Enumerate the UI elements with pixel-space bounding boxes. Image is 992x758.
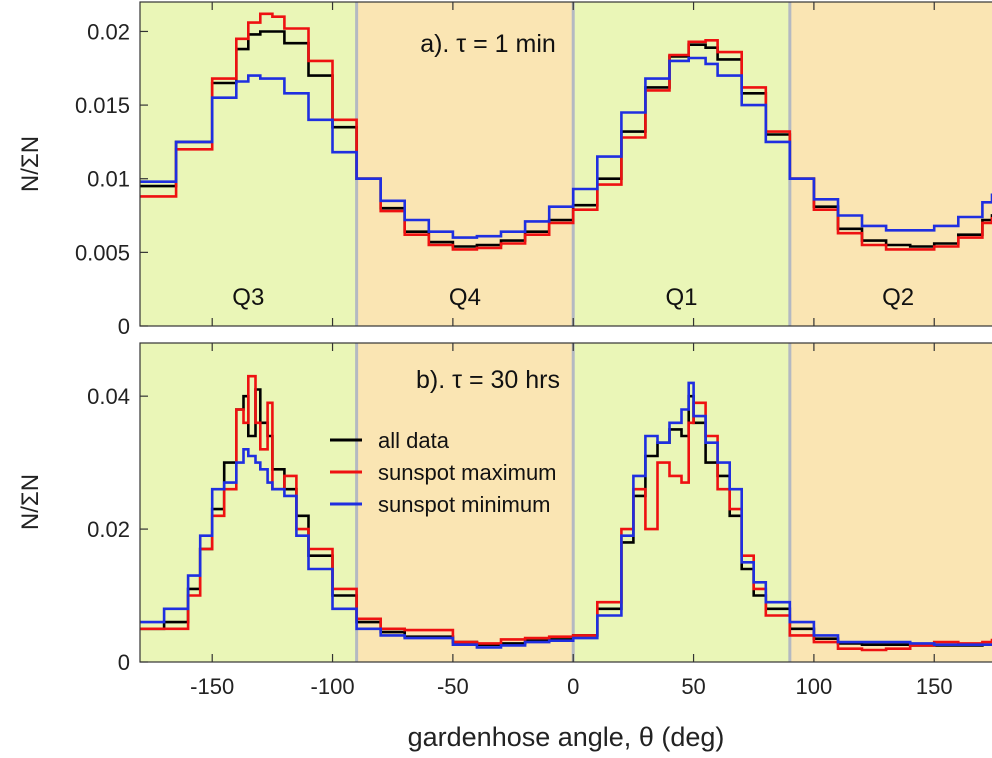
x-tick-label: 100: [796, 674, 833, 699]
series-line-sunspot-minimum: [140, 381, 992, 649]
quadrant-label-q3: Q3: [232, 284, 264, 311]
quadrant-band: [789, 2, 992, 326]
y-tick-label: 0.02: [87, 19, 130, 44]
panel-a-quadrant-labels: Q3 Q4 Q1 Q2: [232, 284, 914, 311]
quadrant-band: [356, 343, 574, 662]
legend-label-sunspot-minimum: sunspot minimum: [378, 492, 550, 517]
quadrant-band: [573, 343, 790, 662]
plot-frame: [139, 1, 992, 327]
panel-a-series: [140, 12, 992, 251]
panel-a-title: a). τ = 1 min: [420, 30, 556, 58]
legend: all data sunspot maximum sunspot minimum: [330, 428, 557, 517]
quadrant-label-q4: Q4: [449, 284, 481, 311]
plot-frame: [139, 342, 992, 663]
y-tick-label: 0.01: [87, 167, 130, 192]
legend-label-sunspot-maximum: sunspot maximum: [378, 460, 557, 485]
quadrant-band: [573, 2, 790, 326]
panel-a-y-axis-label: N/ΣN: [17, 136, 44, 192]
quadrant-band: [789, 343, 992, 662]
panel-a-y-ticks: 0 0.005 0.01 0.015 0.02: [75, 19, 148, 339]
x-tick-label: 0: [567, 674, 579, 699]
panel-b-series: [140, 374, 992, 652]
quadrant-band: [140, 2, 357, 326]
series-line-sunspot-maximum: [140, 374, 992, 652]
legend-label-all-data: all data: [378, 428, 450, 453]
x-axis-label: gardenhose angle, θ (deg): [408, 722, 725, 752]
y-tick-label: 0: [118, 650, 130, 675]
x-tick-label: -150: [190, 674, 234, 699]
quadrant-label-q1: Q1: [666, 284, 698, 311]
panel-b-title: b). τ = 30 hrs: [416, 366, 560, 394]
panel-b-frame: [139, 342, 992, 663]
panel-b-quadrant-bands: [140, 343, 992, 662]
panel-b: b). τ = 30 hrs 0 0.02 0.04 N/ΣN all data s…: [17, 342, 992, 675]
x-axis-tick-labels: -150 -100 -50 0 50 100 150: [190, 674, 952, 699]
quadrant-label-q2: Q2: [882, 284, 914, 311]
x-tick-label: 150: [916, 674, 953, 699]
panel-a: Q3 Q4 Q1 Q2 a). τ = 1 min 0 0.005 0.01 0.015 0.…: [17, 1, 992, 339]
panel-a-frame: [139, 1, 992, 327]
x-tick-label: -100: [311, 674, 355, 699]
x-tick-label: 50: [681, 674, 705, 699]
y-tick-label: 0.04: [87, 384, 130, 409]
panel-b-y-ticks: 0 0.02 0.04: [87, 384, 148, 675]
x-tick-label: -50: [437, 674, 469, 699]
y-tick-label: 0.015: [75, 93, 130, 118]
y-tick-label: 0: [118, 314, 130, 339]
y-tick-label: 0.02: [87, 517, 130, 542]
quadrant-band: [356, 2, 574, 326]
panel-b-y-axis-label: N/ΣN: [17, 474, 44, 530]
panel-a-quadrant-bands: [140, 2, 992, 326]
series-line-sunspot-maximum: [140, 12, 992, 251]
series-line-sunspot-minimum: [140, 56, 992, 239]
y-tick-label: 0.005: [75, 240, 130, 265]
